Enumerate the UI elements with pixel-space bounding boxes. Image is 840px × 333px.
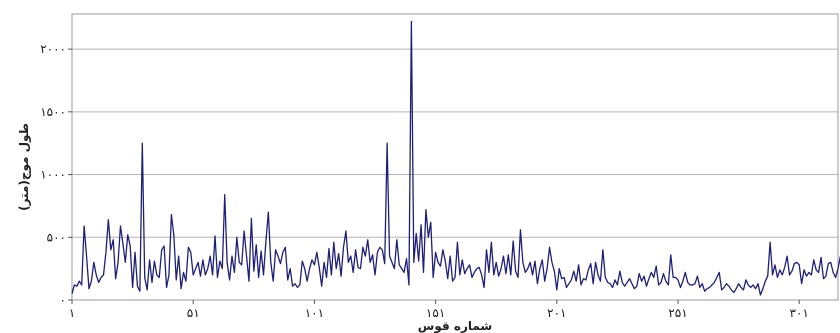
plot-area-frame (71, 13, 839, 301)
y-tick-label: ۰ (60, 293, 66, 307)
x-tick-label: ۱۵۱ (426, 306, 445, 320)
axes (68, 48, 800, 304)
x-tick-label: ۳۰۱ (790, 306, 809, 320)
x-axis-title: شماره قوس (418, 319, 492, 333)
x-tick-label: ۲۵۱ (668, 306, 687, 320)
x-tick-label: ۱ (69, 306, 75, 320)
grid-lines (72, 48, 838, 238)
y-axis-title: طول موج(متر) (17, 123, 32, 211)
y-tick-label: ۱۵۰۰ (40, 105, 66, 119)
y-tick-label: ۵۰۰ (47, 230, 66, 244)
x-tick-label: ۵۱ (187, 306, 200, 320)
series-line (71, 20, 840, 296)
y-tick-label: ۱۰۰۰ (40, 168, 66, 182)
y-tick-label: ۲۰۰۰ (40, 42, 66, 56)
x-tick-label: ۱۰۱ (305, 306, 324, 320)
x-tick-label: ۲۰۱ (547, 306, 566, 320)
